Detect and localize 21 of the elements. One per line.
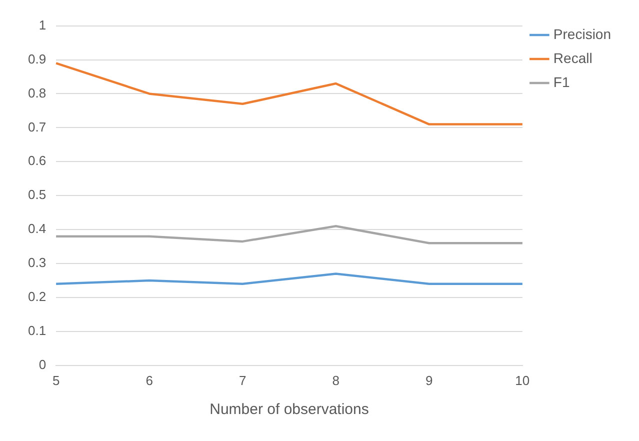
x-tick-label: 10 [515,372,530,388]
legend-label: Precision [553,26,612,42]
y-tick-label: 1 [38,17,46,32]
y-tick-label: 0.2 [28,289,46,304]
y-tick-label: 0.4 [28,221,46,236]
x-tick-label: 8 [332,372,340,388]
y-tick-label: 0.1 [28,323,46,338]
legend-label: F1 [553,74,570,90]
y-tick-label: 0 [38,356,46,372]
x-tick-label: 5 [52,372,60,388]
x-axis-title: Number of observations [210,401,369,418]
y-tick-label: 0.5 [28,187,46,202]
y-tick-label: 0.8 [28,85,46,100]
x-tick-label: 7 [238,372,246,388]
y-tick-label: 0.9 [28,51,46,66]
y-tick-label: 0.6 [28,153,46,168]
legend-label: Recall [553,50,592,66]
x-tick-label: 9 [426,372,433,388]
x-tick-label: 6 [146,372,153,388]
y-tick-label: 0.3 [28,255,46,270]
y-tick-label: 0.7 [28,119,46,134]
